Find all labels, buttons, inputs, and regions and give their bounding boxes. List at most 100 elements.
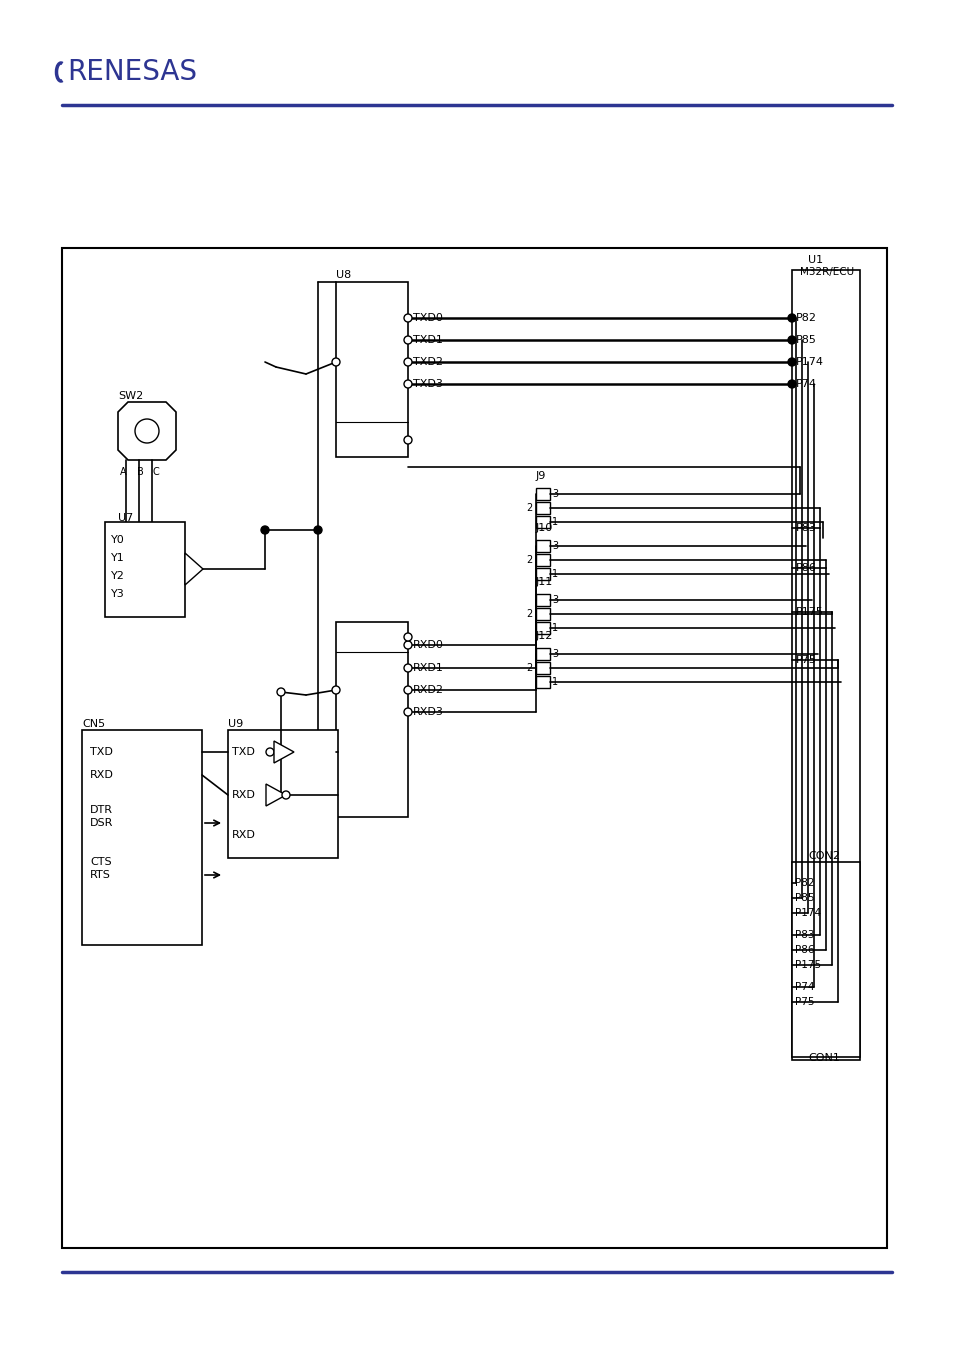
Text: 1: 1 — [552, 677, 558, 688]
Text: P86: P86 — [795, 563, 816, 573]
Text: 2: 2 — [525, 555, 532, 565]
Text: CON2: CON2 — [807, 851, 840, 861]
Circle shape — [332, 686, 339, 694]
Text: DSR: DSR — [90, 817, 113, 828]
Circle shape — [787, 336, 795, 345]
Circle shape — [403, 336, 412, 345]
Text: C: C — [152, 467, 159, 477]
Bar — [536, 676, 550, 688]
Bar — [536, 648, 550, 661]
Circle shape — [403, 663, 412, 671]
Bar — [62, 249, 886, 1248]
Text: P75: P75 — [795, 655, 816, 665]
Circle shape — [266, 748, 274, 757]
Bar — [105, 521, 185, 617]
Text: RXD: RXD — [232, 790, 255, 800]
Circle shape — [787, 380, 795, 388]
Text: U9: U9 — [228, 719, 243, 730]
Circle shape — [276, 688, 285, 696]
Text: Y2: Y2 — [111, 571, 125, 581]
Text: P174: P174 — [795, 357, 823, 367]
Circle shape — [787, 358, 795, 366]
Bar — [791, 862, 859, 1056]
Text: U1: U1 — [807, 255, 822, 265]
Text: J10: J10 — [536, 523, 553, 534]
Polygon shape — [266, 784, 286, 807]
Bar — [228, 730, 337, 858]
Text: TXD3: TXD3 — [413, 380, 442, 389]
Text: 1: 1 — [552, 517, 558, 527]
Circle shape — [332, 358, 339, 366]
Text: P85: P85 — [795, 335, 816, 345]
Text: RTS: RTS — [90, 870, 111, 880]
Text: P85: P85 — [794, 893, 814, 902]
Circle shape — [314, 526, 322, 534]
Bar — [536, 594, 550, 607]
Text: P83: P83 — [795, 523, 816, 534]
Circle shape — [787, 313, 795, 322]
Text: CTS: CTS — [90, 857, 112, 867]
Circle shape — [282, 790, 290, 798]
Text: P83: P83 — [794, 929, 814, 940]
Text: TXD1: TXD1 — [413, 335, 442, 345]
Text: RXD1: RXD1 — [413, 663, 443, 673]
Bar — [536, 621, 550, 634]
Text: 1: 1 — [552, 569, 558, 580]
Text: 2: 2 — [525, 503, 532, 513]
Text: J12: J12 — [536, 631, 553, 640]
Text: 2: 2 — [525, 663, 532, 673]
Text: CN5: CN5 — [82, 719, 105, 730]
Text: 3: 3 — [552, 540, 558, 551]
Text: Y1: Y1 — [111, 553, 125, 563]
Text: RXD: RXD — [232, 830, 255, 840]
Circle shape — [135, 419, 159, 443]
Bar — [536, 503, 550, 513]
Text: J11: J11 — [536, 577, 553, 586]
Circle shape — [403, 313, 412, 322]
Text: U8: U8 — [335, 270, 351, 280]
Text: B: B — [137, 467, 144, 477]
Bar — [536, 567, 550, 580]
Bar — [536, 488, 550, 500]
Polygon shape — [185, 553, 203, 585]
Text: P175: P175 — [795, 607, 823, 617]
Text: RXD: RXD — [90, 770, 113, 780]
Text: U7: U7 — [118, 513, 133, 523]
Text: 1: 1 — [552, 623, 558, 634]
Bar — [791, 270, 859, 1061]
Text: TXD0: TXD0 — [413, 313, 442, 323]
Text: P74: P74 — [795, 380, 816, 389]
Text: P75: P75 — [794, 997, 814, 1006]
Text: 2: 2 — [525, 609, 532, 619]
Text: P174: P174 — [794, 908, 821, 917]
Circle shape — [403, 634, 412, 640]
Circle shape — [403, 436, 412, 444]
Bar — [536, 608, 550, 620]
Circle shape — [403, 708, 412, 716]
Text: A: A — [120, 467, 127, 477]
Text: TXD2: TXD2 — [413, 357, 442, 367]
Bar — [536, 540, 550, 553]
Bar — [536, 554, 550, 566]
Text: RENESAS: RENESAS — [67, 58, 196, 86]
Text: TXD: TXD — [232, 747, 254, 757]
Bar — [335, 621, 408, 817]
Text: P175: P175 — [794, 961, 821, 970]
Text: M32R/ECU: M32R/ECU — [800, 267, 853, 277]
Bar — [335, 282, 408, 457]
Text: J9: J9 — [536, 471, 546, 481]
Circle shape — [403, 686, 412, 694]
Circle shape — [403, 380, 412, 388]
Text: TXD: TXD — [90, 747, 112, 757]
Text: P82: P82 — [794, 878, 814, 888]
Circle shape — [261, 526, 269, 534]
Text: RXD3: RXD3 — [413, 707, 443, 717]
Polygon shape — [274, 740, 294, 763]
Bar — [82, 730, 202, 944]
Text: RXD0: RXD0 — [413, 640, 443, 650]
Polygon shape — [118, 403, 175, 459]
Text: Y3: Y3 — [111, 589, 125, 598]
Text: SW2: SW2 — [118, 390, 143, 401]
Text: 3: 3 — [552, 489, 558, 499]
Text: RXD2: RXD2 — [413, 685, 443, 694]
